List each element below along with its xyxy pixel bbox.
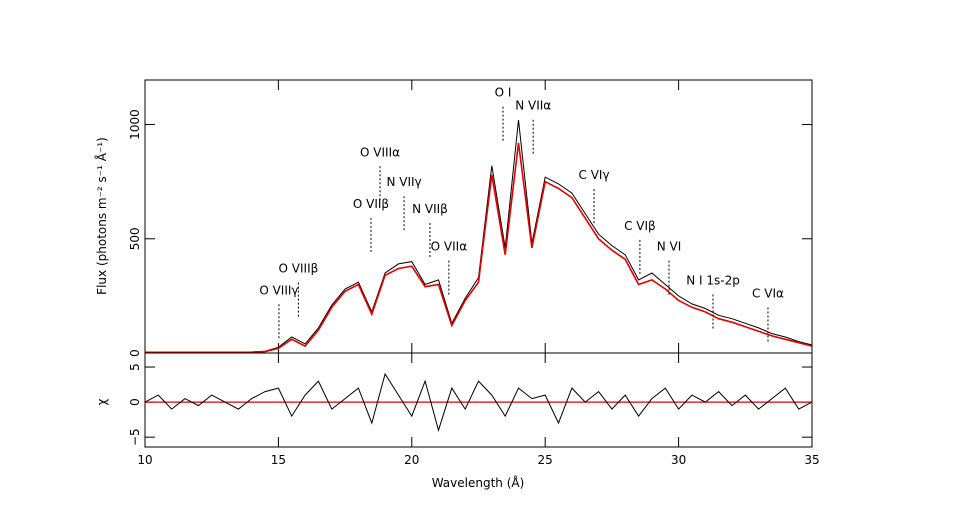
line-label: O VIIβ — [353, 197, 389, 211]
y-tick-label: 0 — [128, 398, 142, 406]
y-axis-label: χ — [95, 398, 109, 405]
line-label: O I — [495, 86, 512, 100]
y-tick-label: 500 — [128, 227, 142, 250]
plot-frame — [144, 352, 813, 448]
series-line — [145, 119, 813, 353]
y-tick-label: 5 — [128, 363, 142, 371]
line-label: O VIIIα — [360, 145, 400, 159]
x-tick-label: 10 — [137, 453, 152, 467]
line-label: N I 1s-2p — [686, 273, 740, 287]
line-label: N VIIβ — [412, 202, 448, 216]
line-label: N VIIγ — [386, 175, 421, 189]
line-label: O VIIα — [431, 240, 468, 254]
x-tick-label: 35 — [804, 453, 819, 467]
line-label: O VIIIγ — [259, 283, 298, 297]
line-label: O VIIIβ — [279, 262, 319, 276]
line-label: N VIIα — [515, 99, 551, 113]
line-label: N VI — [657, 240, 682, 254]
y-tick-label: 0 — [128, 349, 142, 357]
x-tick-label: 15 — [271, 453, 286, 467]
y-tick-label: 1000 — [128, 109, 142, 140]
line-label: C VIα — [752, 286, 784, 300]
x-tick-label: 30 — [671, 453, 686, 467]
line-label: C VIγ — [579, 168, 610, 182]
line-label: C VIβ — [624, 219, 656, 233]
x-tick-label: 25 — [538, 453, 553, 467]
y-axis-label: Flux (photons m⁻² s⁻¹ Å⁻¹) — [94, 137, 109, 295]
series-line — [144, 372, 813, 432]
series-line — [145, 142, 813, 354]
x-axis-label: Wavelength (Å) — [432, 475, 525, 490]
x-tick-label: 20 — [404, 453, 419, 467]
y-tick-label: −5 — [128, 428, 142, 446]
